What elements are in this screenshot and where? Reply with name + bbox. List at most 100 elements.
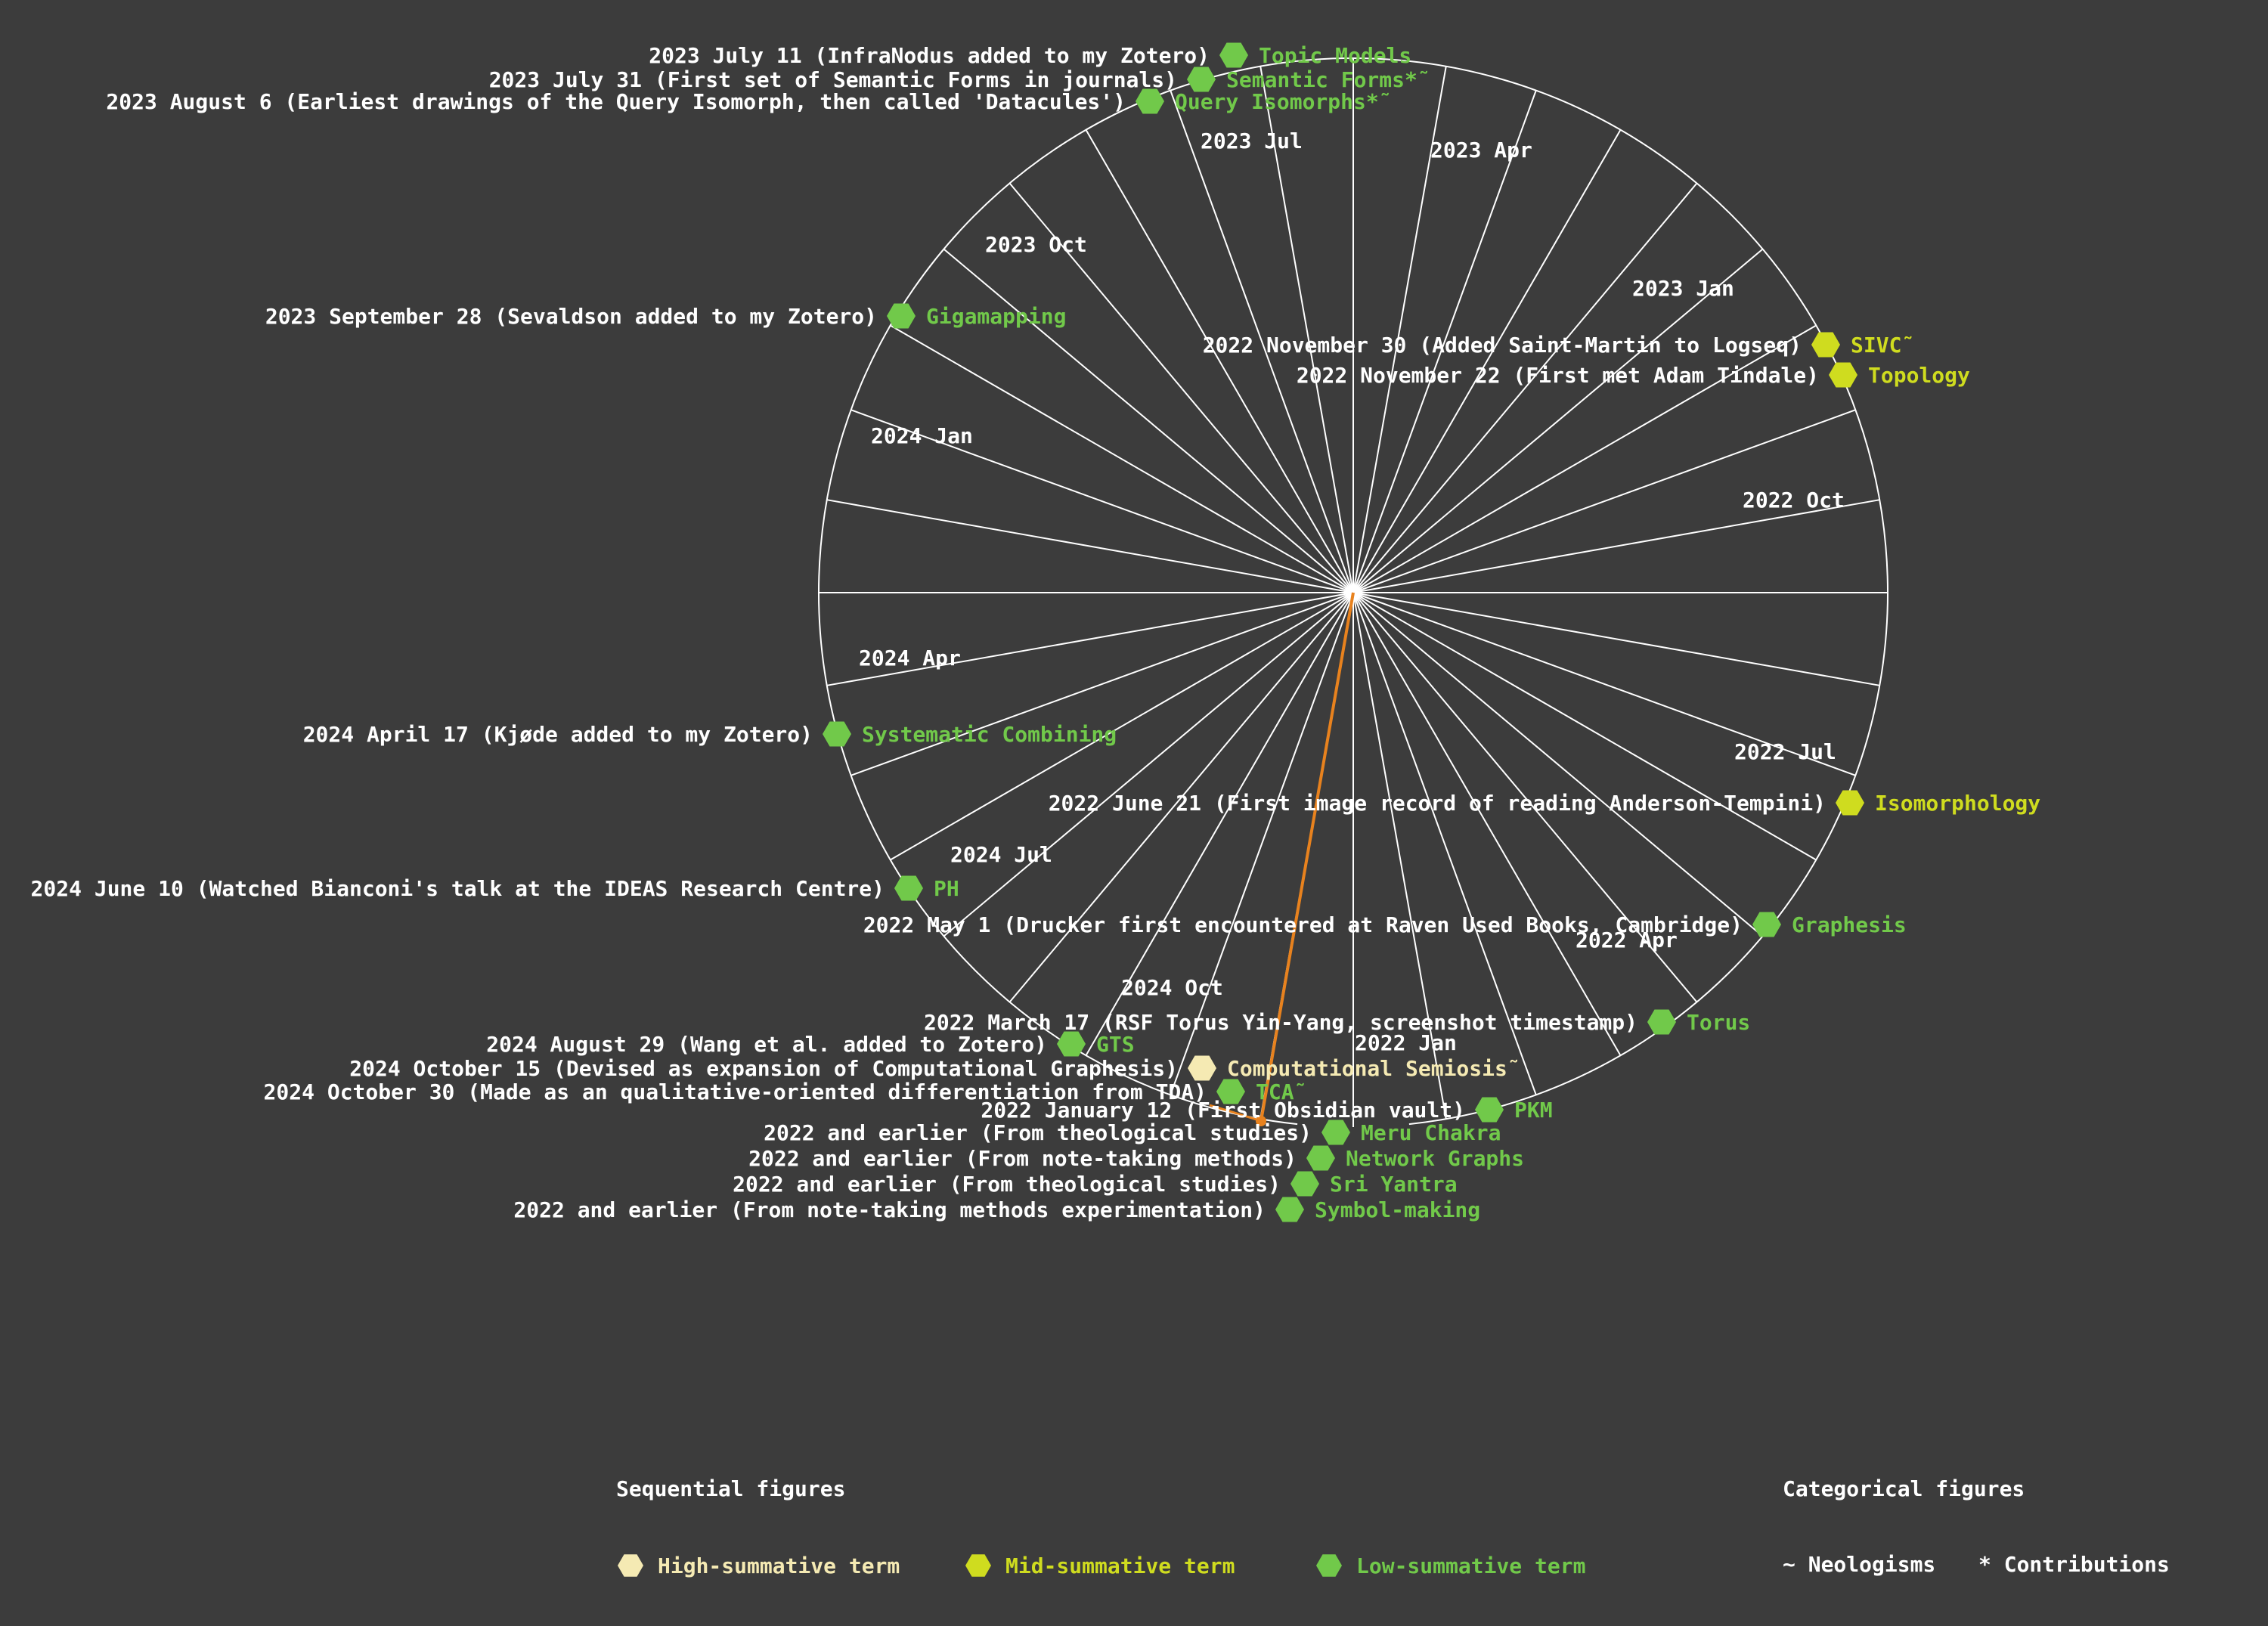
event-note: 2022 and earlier (From note-taking metho…	[513, 1197, 1266, 1222]
event-marker: 2022 June 21 (First image record of read…	[1049, 790, 2040, 816]
event-term: Meru Chakra	[1361, 1120, 1501, 1145]
spoke-line	[1085, 592, 1354, 1056]
event-note: 2023 July 11 (InfraNodus added to my Zot…	[649, 43, 1210, 68]
event-marker: 2022 November 30 (Added Saint-Martin to …	[1203, 332, 1914, 358]
hexagon-icon	[1752, 912, 1781, 937]
spoke-line	[1009, 592, 1354, 1003]
month-label: 2023 Jul	[1201, 129, 1303, 153]
chronology-line	[1259, 592, 1355, 1122]
legend-sequential-title: Sequential figures	[616, 1476, 846, 1501]
spoke-line	[943, 248, 1354, 593]
event-note: 2022 and earlier (From theological studi…	[764, 1120, 1312, 1145]
event-term: GTS	[1096, 1032, 1135, 1057]
hexagon-icon	[1136, 88, 1164, 114]
event-note: 2022 June 21 (First image record of read…	[1049, 791, 1826, 816]
hexagon-icon	[1836, 790, 1864, 816]
event-marker: 2022 March 17 (RSF Torus Yin-Yang, scree…	[924, 1009, 1750, 1035]
spoke-line	[1352, 592, 1622, 1056]
event-marker: 2023 July 31 (First set of Semantic Form…	[489, 67, 1430, 92]
month-label: 2022 Apr	[1576, 928, 1678, 952]
month-label: 2022 Jul	[1734, 739, 1836, 764]
event-term: TCA˜	[1256, 1079, 1306, 1104]
event-marker: 2022 November 22 (First met Adam Tindale…	[1297, 362, 1970, 388]
chronology-path	[1209, 592, 1355, 1126]
month-label: 2023 Apr	[1430, 138, 1532, 163]
hexagon-icon	[1188, 1055, 1216, 1081]
month-label: 2023 Jan	[1632, 276, 1734, 301]
legend-neologisms: ~ Neologisms	[1783, 1552, 1935, 1577]
event-note: 2024 June 10 (Watched Bianconi's talk at…	[31, 876, 885, 901]
month-labels: 2022 Jan 2022 Apr 2022 Jul 2022 Oct 2023 Jan…	[859, 129, 1845, 1055]
spoke-line	[1352, 592, 1880, 686]
hexagon-icon	[1647, 1009, 1676, 1035]
event-term: Systematic Combining	[862, 722, 1117, 747]
spoke-line	[826, 592, 1354, 686]
event-marker: 2023 September 28 (Sevaldson added to my…	[265, 303, 1066, 329]
spoke-line	[890, 592, 1354, 861]
event-note: 2024 August 29 (Wang et al. added to Zot…	[486, 1032, 1047, 1057]
spoke-line	[1352, 592, 1447, 1120]
event-term: Topology	[1868, 363, 1970, 388]
spoke-line	[1352, 499, 1880, 593]
legend-high-term: High-summative term	[617, 1552, 900, 1579]
event-marker: 2024 August 29 (Wang et al. added to Zot…	[486, 1031, 1135, 1057]
hexagon-icon	[1829, 362, 1857, 388]
spoke-line	[1352, 409, 1856, 593]
event-term: PKM	[1514, 1098, 1553, 1123]
event-note: 2022 and earlier (From note-taking metho…	[748, 1146, 1297, 1171]
month-label: 2023 Oct	[985, 232, 1087, 257]
spoke-line	[850, 592, 1354, 776]
spoke-line	[850, 409, 1354, 593]
legend-low-term: Low-summative term	[1315, 1552, 1585, 1579]
spoke-line	[826, 499, 1354, 593]
event-term: Isomorphology	[1875, 791, 2040, 816]
event-term: PH	[934, 876, 959, 901]
spoke-line	[1170, 90, 1354, 593]
event-note: 2022 November 30 (Added Saint-Martin to …	[1203, 333, 1802, 358]
high-term-hexagon-icon	[618, 1554, 643, 1577]
legend-high-label: High-summative term	[658, 1553, 900, 1578]
event-marker: 2022 and earlier (From theological studi…	[764, 1120, 1501, 1145]
event-marker: 2024 October 30 (Made as an qualitative-…	[264, 1079, 1306, 1104]
spoke-line	[1352, 592, 1764, 937]
event-marker: 2022 and earlier (From note-taking metho…	[513, 1197, 1480, 1222]
hexagon-icon	[1219, 42, 1248, 68]
event-term: Gigamapping	[926, 304, 1066, 329]
hexagon-icon	[1475, 1097, 1504, 1123]
spoke-line	[1352, 129, 1622, 593]
event-marker: 2023 August 6 (Earliest drawings of the …	[106, 88, 1392, 114]
event-term: Torus	[1687, 1010, 1750, 1035]
hexagon-icon	[1275, 1197, 1304, 1222]
spoke-line	[1352, 592, 1537, 1095]
event-note: 2022 May 1 (Drucker first encountered at…	[863, 912, 1743, 937]
legend-contributions: * Contributions	[1978, 1552, 2170, 1577]
month-label: 2024 Jan	[871, 423, 973, 448]
legend-contributions-label: * Contributions	[1978, 1552, 2170, 1577]
legend-categorical-title: Categorical figures	[1783, 1476, 2025, 1501]
spoke-line	[1352, 324, 1817, 593]
spoke-line	[1170, 592, 1354, 1095]
event-note: 2023 July 31 (First set of Semantic Form…	[489, 67, 1177, 92]
legend-mid-term: Mid-summative term	[965, 1552, 1235, 1579]
spoke-line	[1352, 592, 1817, 861]
legend-neologisms-label: ~ Neologisms	[1783, 1552, 1936, 1577]
event-marker: 2024 April 17 (Kjøde added to my Zotero)…	[303, 721, 1117, 747]
hexagon-icon	[1321, 1120, 1350, 1145]
event-marker: 2022 May 1 (Drucker first encountered at…	[863, 912, 1907, 937]
month-label: 2022 Jan	[1355, 1030, 1457, 1055]
spoke-line	[1352, 90, 1537, 593]
event-note: 2024 April 17 (Kjøde added to my Zotero)	[303, 722, 813, 747]
hexagon-icon	[1187, 67, 1216, 92]
spoke-line	[1352, 248, 1764, 593]
event-term: Graphesis	[1792, 912, 1907, 937]
event-marker: 2024 October 15 (Devised as expansion of…	[349, 1055, 1520, 1081]
event-note: 2022 and earlier (From theological studi…	[733, 1172, 1281, 1197]
spoke-line	[1085, 129, 1354, 593]
event-term: Topic Models	[1259, 43, 1411, 68]
hexagon-icon	[1306, 1145, 1335, 1171]
legend-low-label: Low-summative term	[1356, 1553, 1586, 1578]
spoke-line	[1352, 592, 1698, 1003]
spoke-line	[943, 592, 1354, 937]
event-note: 2022 November 22 (First met Adam Tindale…	[1297, 363, 1819, 388]
